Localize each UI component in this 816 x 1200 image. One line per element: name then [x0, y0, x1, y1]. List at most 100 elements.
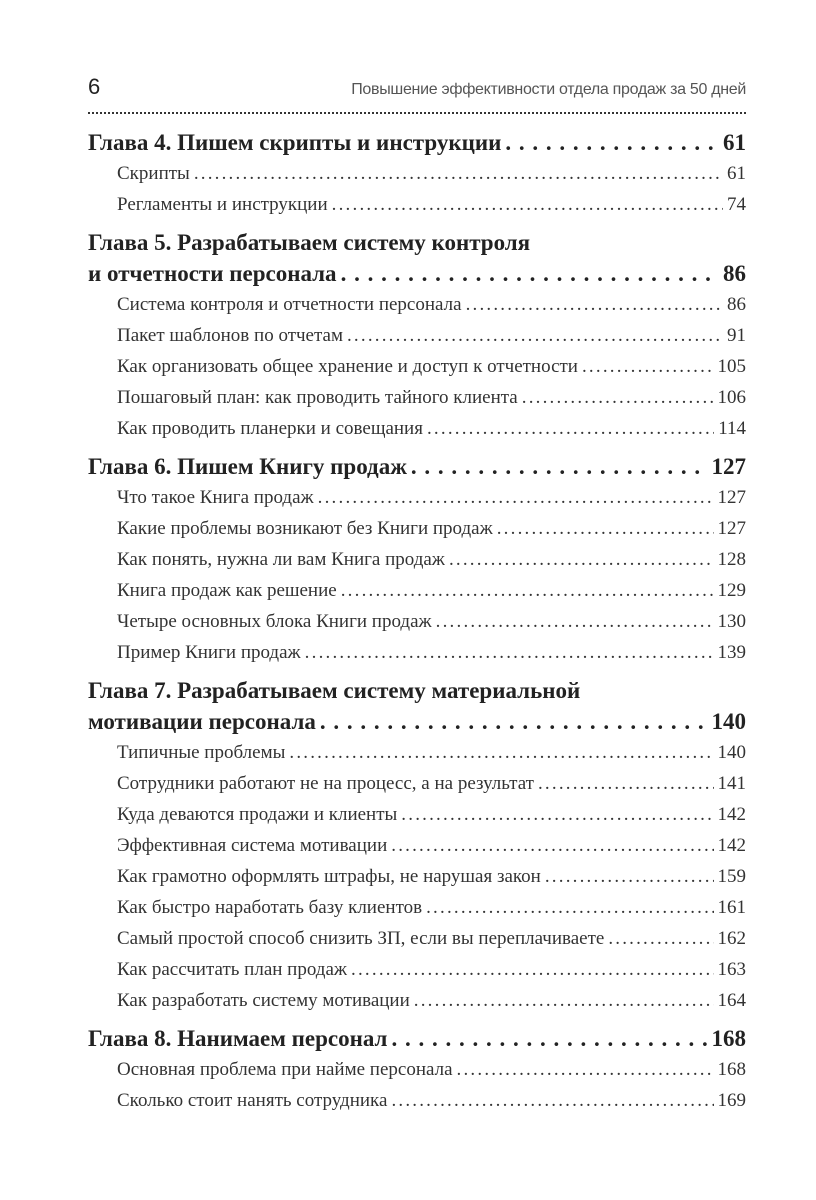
toc-entry[interactable]: Регламенты и инструкции 74 — [88, 189, 746, 220]
toc-entry[interactable]: Сотрудники работают не на процесс, а на … — [88, 768, 746, 799]
dot-leader — [391, 1023, 707, 1054]
toc-entry[interactable]: Как разработать систему мотивации 164 — [88, 985, 746, 1016]
entry-page: 127 — [717, 518, 747, 539]
entry-page: 159 — [717, 866, 747, 887]
toc-entry[interactable]: Основная проблема при найме персонала 168 — [88, 1054, 746, 1085]
toc-entry[interactable]: Что такое Книга продаж 127 — [88, 482, 746, 513]
entry-page: 139 — [717, 642, 747, 663]
chapter-heading[interactable]: Глава 8. Нанимаем персонал 168 — [88, 1023, 746, 1054]
page-header: 6 Повышение эффективности отдела продаж … — [88, 74, 746, 102]
dot-leader — [538, 768, 714, 799]
dot-leader — [497, 513, 714, 544]
chapter-page: 127 — [711, 454, 747, 479]
toc-entry[interactable]: Эффективная система мотивации 142 — [88, 830, 746, 861]
entry-page: 114 — [718, 418, 746, 439]
entry-title: Самый простой способ снизить ЗП, если вы… — [117, 928, 605, 949]
dot-leader — [194, 158, 723, 189]
chapter-heading[interactable]: Глава 4. Пишем скрипты и инструкции 61 — [88, 127, 746, 158]
entry-title: Как понять, нужна ли вам Книга продаж — [117, 549, 445, 570]
toc-entry[interactable]: Типичные проблемы 140 — [88, 737, 746, 768]
toc-entry[interactable]: Книга продаж как решение 129 — [88, 575, 746, 606]
entry-title: Книга продаж как решение — [117, 580, 337, 601]
entry-page: 141 — [717, 773, 747, 794]
chapter-page: 140 — [711, 709, 747, 734]
chapter-heading[interactable]: Глава 7. Разрабатываем систему материаль… — [88, 675, 746, 706]
dot-leader — [411, 451, 708, 482]
entry-title: Скрипты — [117, 163, 190, 184]
entry-page: 105 — [717, 356, 747, 377]
toc-entry[interactable]: Система контроля и отчетности персонала 8… — [88, 289, 746, 320]
entry-page: 129 — [717, 580, 747, 601]
entry-page: 169 — [717, 1090, 747, 1111]
toc-chapter: Глава 7. Разрабатываем систему материаль… — [88, 675, 746, 1016]
toc-chapter: Глава 4. Пишем скрипты и инструкции61Скр… — [88, 127, 746, 220]
dot-leader — [341, 258, 719, 289]
dot-leader — [505, 127, 719, 158]
toc-entry[interactable]: Как рассчитать план продаж 163 — [88, 954, 746, 985]
entry-page: 140 — [717, 742, 747, 763]
entry-page: 91 — [727, 325, 746, 346]
toc-entry[interactable]: Как проводить планерки и совещания 114 — [88, 413, 746, 444]
toc-entry[interactable]: Сколько стоит нанять сотрудника 169 — [88, 1085, 746, 1116]
dot-leader — [436, 606, 714, 637]
entry-page: 86 — [727, 294, 746, 315]
dot-leader — [466, 289, 723, 320]
dot-leader — [457, 1054, 714, 1085]
entry-title: Какие проблемы возникают без Книги прода… — [117, 518, 493, 539]
toc-entry[interactable]: Какие проблемы возникают без Книги прода… — [88, 513, 746, 544]
entry-title: Сколько стоит нанять сотрудника — [117, 1090, 388, 1111]
chapter-heading[interactable]: Глава 6. Пишем Книгу продаж 127 — [88, 451, 746, 482]
entry-page: 142 — [717, 804, 747, 825]
toc-entry[interactable]: Пример Книги продаж 139 — [88, 637, 746, 668]
entry-page: 142 — [717, 835, 747, 856]
dot-leader — [401, 799, 713, 830]
entry-title: Регламенты и инструкции — [117, 194, 328, 215]
header-divider — [88, 112, 746, 114]
entry-page: 106 — [717, 387, 747, 408]
entry-title: Пакет шаблонов по отчетам — [117, 325, 343, 346]
entry-page: 163 — [717, 959, 747, 980]
dot-leader — [347, 320, 723, 351]
toc-entry[interactable]: Как быстро наработать базу клиентов 161 — [88, 892, 746, 923]
toc-entry[interactable]: Как понять, нужна ли вам Книга продаж 128 — [88, 544, 746, 575]
chapter-heading[interactable]: мотивации персонала 140 — [88, 706, 746, 737]
toc-chapter: Глава 5. Разрабатываем систему контроля и… — [88, 227, 746, 444]
entry-title: Четыре основных блока Книги продаж — [117, 611, 432, 632]
toc-entry[interactable]: Пошаговый план: как проводить тайного кл… — [88, 382, 746, 413]
toc-chapter: Глава 8. Нанимаем персонал168Основная пр… — [88, 1023, 746, 1116]
chapter-page: 168 — [711, 1026, 747, 1051]
dot-leader — [522, 382, 714, 413]
toc-entry[interactable]: Куда деваются продажи и клиенты 142 — [88, 799, 746, 830]
toc-entry[interactable]: Пакет шаблонов по отчетам 91 — [88, 320, 746, 351]
chapter-page: 86 — [723, 261, 746, 286]
entry-title: Типичные проблемы — [117, 742, 286, 763]
entry-title: Как организовать общее хранение и доступ… — [117, 356, 578, 377]
entry-page: 74 — [727, 194, 746, 215]
chapter-heading[interactable]: и отчетности персонала 86 — [88, 258, 746, 289]
toc-entry[interactable]: Как организовать общее хранение и доступ… — [88, 351, 746, 382]
chapter-heading[interactable]: Глава 5. Разрабатываем систему контроля — [88, 227, 746, 258]
entry-title: Куда деваются продажи и клиенты — [117, 804, 398, 825]
entry-title: Как проводить планерки и совещания — [117, 418, 423, 439]
entry-title: Основная проблема при найме персонала — [117, 1059, 453, 1080]
dot-leader — [427, 413, 714, 444]
entry-title: Сотрудники работают не на процесс, а на … — [117, 773, 534, 794]
dot-leader — [545, 861, 714, 892]
entry-page: 168 — [717, 1059, 747, 1080]
dot-leader — [449, 544, 714, 575]
dot-leader — [320, 706, 708, 737]
toc-entry[interactable]: Скрипты 61 — [88, 158, 746, 189]
dot-leader — [332, 189, 723, 220]
toc-entry[interactable]: Как грамотно оформлять штрафы, не наруша… — [88, 861, 746, 892]
entry-page: 128 — [717, 549, 747, 570]
dot-leader — [608, 923, 713, 954]
chapter-title: мотивации персонала — [88, 709, 316, 734]
chapter-title: Глава 6. Пишем Книгу продаж — [88, 454, 407, 479]
dot-leader — [341, 575, 714, 606]
toc-entry[interactable]: Четыре основных блока Книги продаж 130 — [88, 606, 746, 637]
toc-entry[interactable]: Самый простой способ снизить ЗП, если вы… — [88, 923, 746, 954]
entry-title: Как рассчитать план продаж — [117, 959, 348, 980]
dot-leader — [391, 1085, 713, 1116]
chapter-title: Глава 8. Нанимаем персонал — [88, 1026, 388, 1051]
dot-leader — [305, 637, 714, 668]
